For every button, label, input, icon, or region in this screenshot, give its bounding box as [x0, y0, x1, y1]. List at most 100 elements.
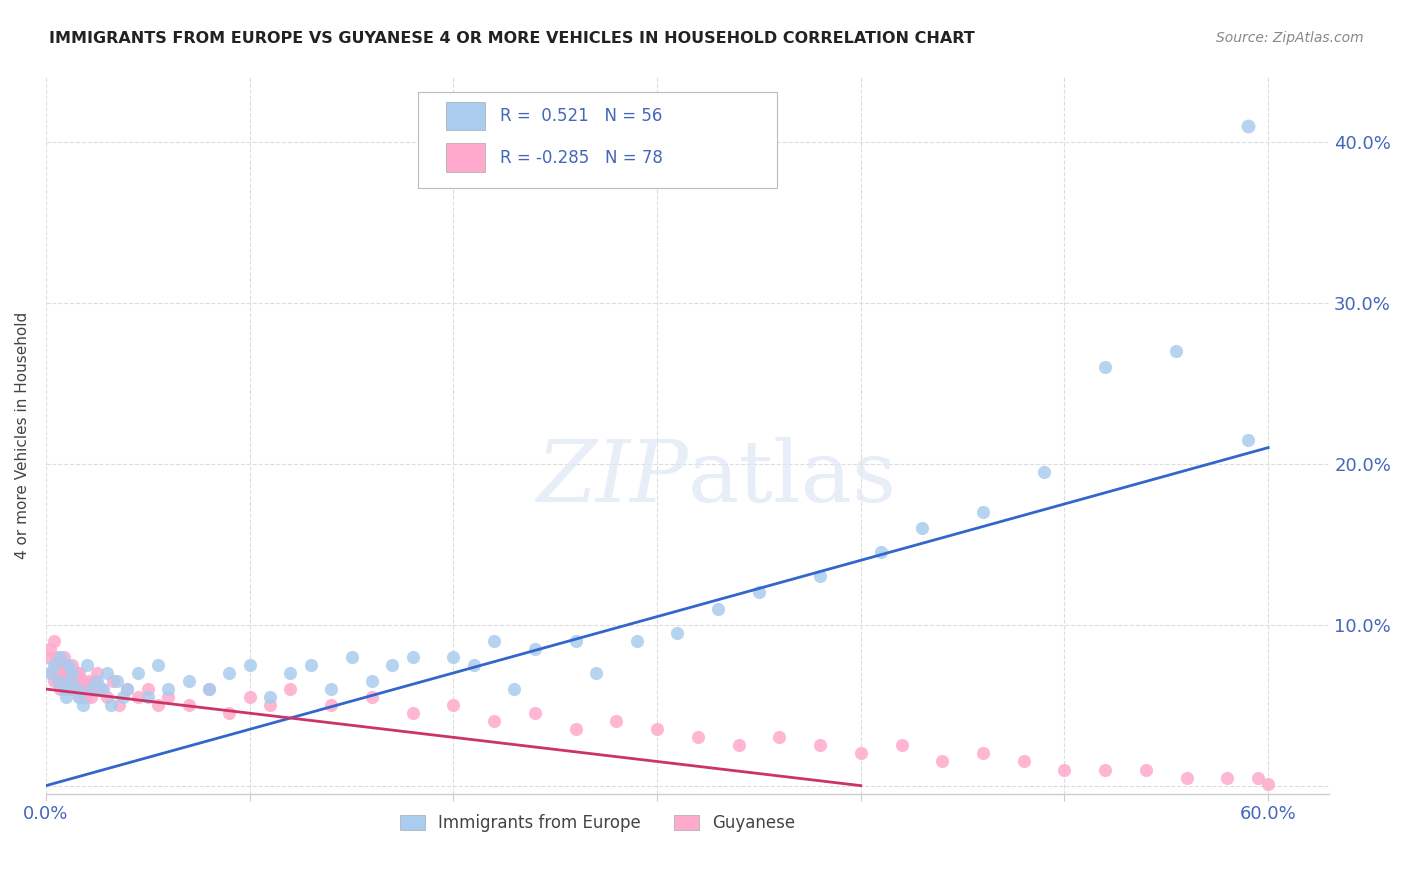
Point	[931, 755, 953, 769]
Point	[72, 673, 94, 688]
Point	[890, 739, 912, 753]
Point	[55, 657, 77, 672]
Point	[91, 681, 114, 696]
Point	[72, 698, 94, 713]
Point	[49, 681, 72, 696]
Point	[37, 649, 59, 664]
Point	[218, 706, 240, 721]
Point	[1236, 433, 1258, 447]
Point	[58, 657, 80, 672]
Text: IMMIGRANTS FROM EUROPE VS GUYANESE 4 OR MORE VEHICLES IN HOUSEHOLD CORRELATION C: IMMIGRANTS FROM EUROPE VS GUYANESE 4 OR …	[49, 31, 974, 46]
Text: ZIP: ZIP	[536, 437, 688, 520]
Point	[90, 681, 112, 696]
Point	[1175, 771, 1198, 785]
Point	[157, 681, 180, 696]
Point	[136, 690, 159, 705]
Point	[1094, 763, 1116, 777]
Point	[1247, 771, 1270, 785]
Point	[157, 690, 180, 705]
Point	[1216, 771, 1239, 785]
Point	[686, 731, 709, 745]
Point	[53, 681, 76, 696]
Point	[63, 673, 86, 688]
Point	[86, 673, 108, 688]
Point	[59, 665, 82, 680]
Point	[1012, 755, 1035, 769]
Point	[63, 681, 86, 696]
Point	[605, 714, 627, 729]
Point	[626, 633, 648, 648]
Point	[239, 690, 262, 705]
Point	[76, 657, 98, 672]
Point	[53, 649, 76, 664]
Point	[748, 585, 770, 599]
Point	[564, 633, 586, 648]
Point	[136, 681, 159, 696]
Point	[280, 665, 302, 680]
Point	[177, 698, 200, 713]
Point	[645, 723, 668, 737]
Point	[65, 665, 87, 680]
Point	[103, 673, 125, 688]
Point	[39, 665, 62, 680]
Point	[69, 681, 91, 696]
Text: Source: ZipAtlas.com: Source: ZipAtlas.com	[1216, 31, 1364, 45]
Point	[100, 698, 122, 713]
Point	[259, 698, 281, 713]
Point	[299, 657, 322, 672]
Point	[53, 681, 76, 696]
Point	[870, 545, 893, 559]
Point	[972, 505, 994, 519]
Point	[321, 681, 343, 696]
Point	[117, 681, 139, 696]
Point	[1094, 360, 1116, 375]
Point	[49, 657, 72, 672]
Bar	[446, 102, 485, 130]
Point	[62, 665, 84, 680]
Legend: Immigrants from Europe, Guyanese: Immigrants from Europe, Guyanese	[394, 808, 803, 839]
Point	[59, 673, 82, 688]
Point	[80, 681, 103, 696]
Point	[65, 681, 87, 696]
Point	[768, 731, 790, 745]
Point	[666, 625, 689, 640]
Point	[1033, 465, 1056, 479]
Point	[1053, 763, 1076, 777]
Point	[82, 681, 104, 696]
Text: R = -0.285   N = 78: R = -0.285 N = 78	[501, 149, 664, 167]
Point	[239, 657, 262, 672]
Point	[45, 649, 67, 664]
Point	[42, 673, 65, 688]
FancyBboxPatch shape	[418, 92, 778, 188]
Point	[727, 739, 749, 753]
Point	[523, 641, 546, 656]
Point	[401, 706, 423, 721]
Point	[73, 690, 96, 705]
Point	[55, 665, 77, 680]
Point	[117, 681, 139, 696]
Point	[67, 690, 90, 705]
Point	[321, 698, 343, 713]
Point	[49, 649, 72, 664]
Point	[146, 698, 169, 713]
Point	[1236, 119, 1258, 133]
Point	[808, 569, 831, 583]
Point	[198, 681, 221, 696]
Point	[51, 665, 73, 680]
Point	[62, 681, 84, 696]
Point	[523, 706, 546, 721]
Point	[911, 521, 934, 535]
Point	[76, 681, 98, 696]
Point	[127, 665, 149, 680]
Point	[177, 673, 200, 688]
Point	[849, 747, 872, 761]
Point	[77, 673, 100, 688]
Bar	[446, 144, 485, 172]
Point	[112, 690, 135, 705]
Point	[1257, 777, 1279, 791]
Point	[340, 649, 363, 664]
Point	[46, 665, 69, 680]
Point	[1135, 763, 1157, 777]
Point	[198, 681, 221, 696]
Point	[62, 657, 84, 672]
